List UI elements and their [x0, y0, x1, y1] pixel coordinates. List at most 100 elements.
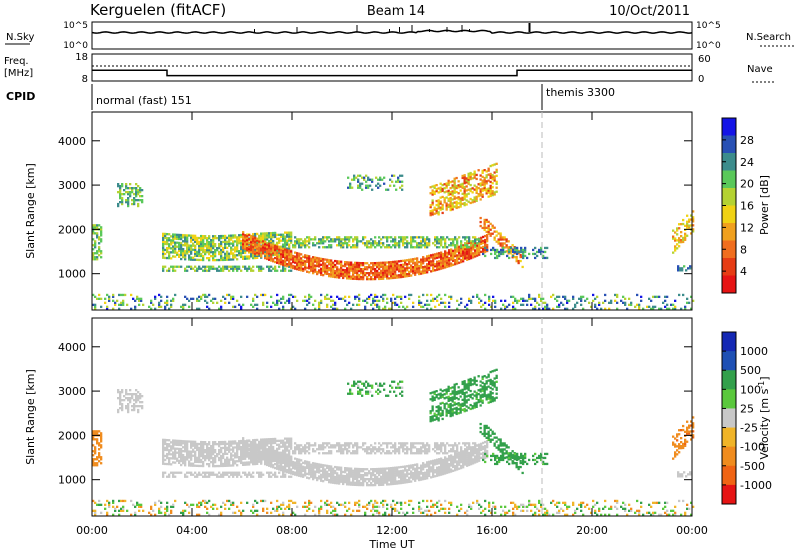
power-cell	[258, 236, 261, 239]
power-cell	[92, 224, 95, 227]
power-cell	[140, 299, 143, 302]
velocity-cell	[212, 459, 215, 462]
power-cell	[276, 299, 279, 302]
power-cell	[438, 293, 441, 297]
velocity-cell	[162, 442, 165, 445]
power-cell	[442, 238, 445, 241]
power-cell	[686, 301, 689, 304]
power-cell	[442, 236, 445, 239]
velocity-cell	[184, 475, 187, 478]
velocity-cell	[230, 448, 233, 451]
velocity-cell	[184, 440, 187, 443]
power-cell	[404, 236, 407, 239]
power-cell	[491, 176, 494, 179]
power-cell	[230, 258, 233, 261]
power-cell	[384, 293, 387, 297]
power-cell	[94, 303, 97, 306]
velocity-cell	[198, 450, 201, 454]
power-cell	[447, 189, 450, 192]
power-cell	[464, 255, 467, 258]
power-cell	[172, 269, 175, 272]
velocity-cell	[96, 458, 99, 461]
power-cell	[298, 252, 301, 255]
velocity-cell	[166, 462, 169, 466]
velocity-cell	[268, 454, 271, 457]
power-cell	[468, 251, 471, 255]
power-cell	[232, 240, 235, 243]
velocity-cell	[244, 452, 247, 455]
power-cell	[390, 275, 393, 278]
power-cell	[624, 297, 627, 300]
velocity-cell	[121, 408, 124, 412]
velocity-cell	[123, 395, 126, 398]
power-cell	[370, 293, 373, 297]
velocity-cell	[294, 457, 297, 460]
power-cell	[214, 237, 217, 240]
power-cell	[268, 240, 271, 243]
power-cell	[521, 265, 524, 269]
velocity-cell	[300, 467, 303, 470]
power-cell	[536, 301, 539, 304]
power-cell	[316, 256, 319, 260]
power-cell	[208, 265, 211, 268]
power-cell	[92, 248, 95, 251]
velocity-cell	[246, 443, 249, 446]
power-cell	[220, 242, 223, 246]
power-cell	[324, 236, 327, 239]
power-cell	[558, 295, 561, 298]
velocity-cell	[422, 464, 425, 467]
velocity-cell	[302, 473, 305, 476]
velocity-cell	[266, 448, 269, 451]
power-cell	[96, 232, 99, 235]
velocity-cell	[434, 475, 437, 478]
power-cell	[118, 303, 121, 306]
power-cell	[290, 266, 293, 269]
power-cell	[256, 251, 259, 254]
power-cell	[422, 293, 425, 297]
freq-frame	[91, 53, 693, 82]
power-cell	[332, 307, 335, 310]
power-cell	[176, 237, 179, 240]
power-cell	[154, 297, 157, 300]
power-cell	[516, 248, 519, 252]
power-cell	[501, 242, 504, 245]
power-cell	[206, 247, 209, 250]
power-cell	[119, 197, 122, 200]
velocity-cell	[92, 438, 95, 441]
power-cell	[402, 305, 405, 308]
power-cell	[306, 236, 309, 239]
power-cell	[334, 275, 337, 279]
power-cell	[489, 234, 492, 237]
power-cell	[522, 254, 525, 258]
power-cell	[360, 272, 363, 275]
power-cell	[455, 206, 458, 210]
velocity-cell	[388, 479, 391, 482]
power-cell	[118, 293, 121, 297]
power-cell	[692, 228, 695, 231]
power-cell	[424, 240, 427, 243]
velocity-cell	[127, 403, 130, 406]
power-cell	[468, 257, 471, 261]
velocity-cell	[348, 471, 351, 474]
power-cell	[456, 299, 459, 302]
power-cell	[650, 299, 653, 302]
power-cell	[137, 199, 140, 202]
velocity-cell	[252, 461, 255, 464]
power-cell	[256, 247, 259, 250]
power-cell	[574, 303, 577, 306]
power-cell	[162, 232, 165, 235]
power-cell	[168, 307, 171, 310]
velocity-cell	[374, 476, 377, 479]
power-cell	[354, 271, 357, 274]
power-cell	[668, 307, 671, 310]
velocity-cell	[264, 440, 267, 443]
velocity-cell	[212, 445, 215, 448]
power-cell	[674, 231, 677, 234]
velocity-cell	[176, 471, 179, 474]
velocity-cell	[228, 442, 231, 445]
power-cell	[686, 214, 689, 217]
velocity-cell	[180, 439, 183, 443]
power-cell	[284, 252, 287, 255]
power-cell	[436, 242, 439, 245]
power-cell	[658, 295, 661, 298]
